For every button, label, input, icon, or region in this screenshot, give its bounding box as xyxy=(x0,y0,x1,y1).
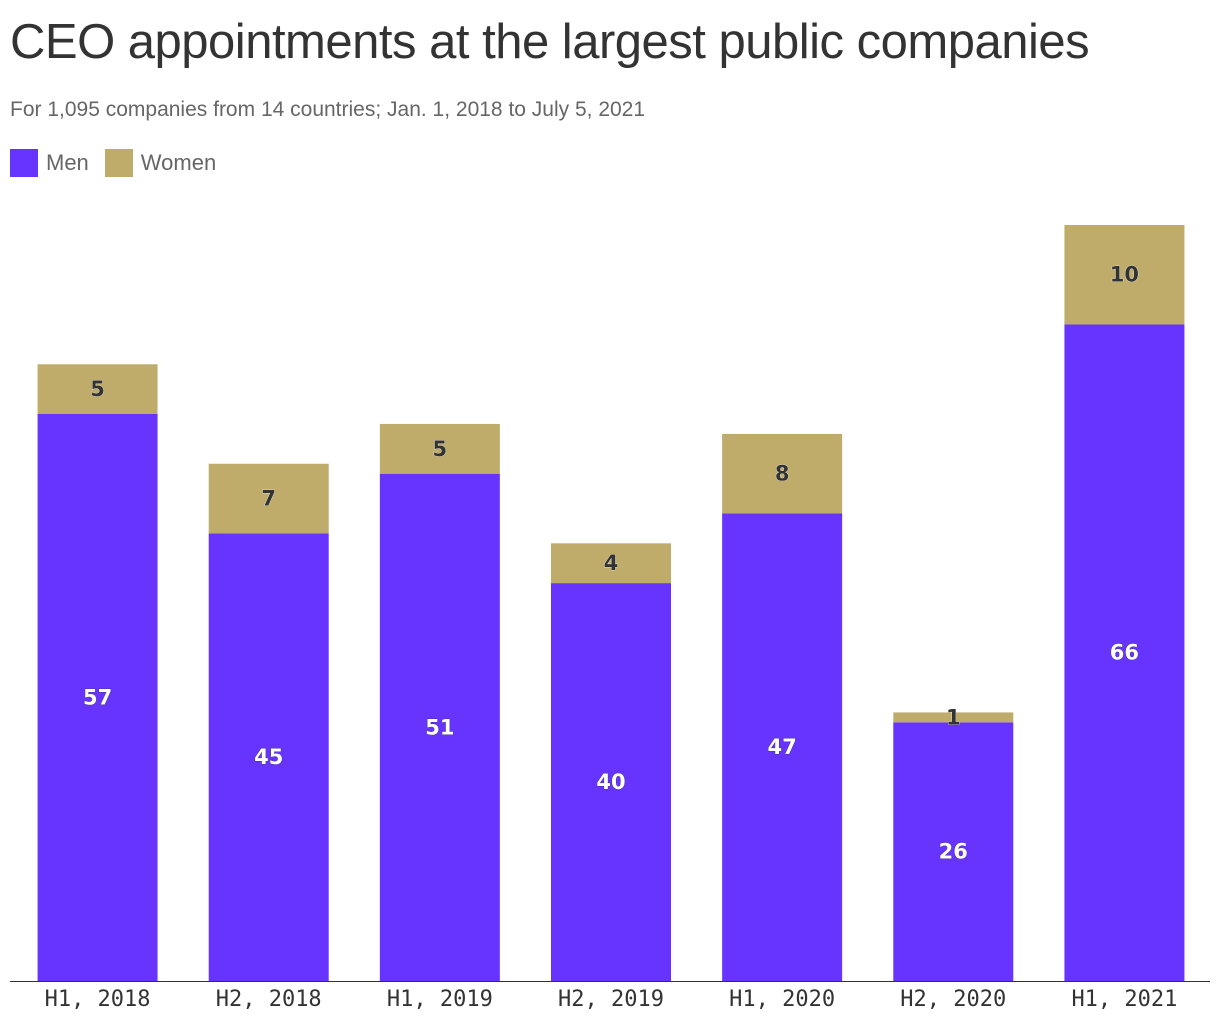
x-tick-label-h2-2019: H2, 2019 xyxy=(558,987,664,1012)
bar-women-h1-2020 xyxy=(722,433,843,514)
x-tick-label-h1-2021: H1, 2021 xyxy=(1071,987,1177,1012)
x-tick-label-h1-2020: H1, 2020 xyxy=(729,987,835,1012)
data-label-men-h1-2020: 47 xyxy=(768,735,797,759)
legend-label-women: Women xyxy=(140,150,217,175)
x-tick-label-h1-2018: H1, 2018 xyxy=(45,987,151,1012)
data-label-men-h1-2018: 57 xyxy=(83,686,112,710)
chart-subtitle: For 1,095 companies from 14 countries; J… xyxy=(10,98,646,121)
bar-women-h1-2021 xyxy=(1064,225,1185,325)
bar-group-h2-2018: 45 7 xyxy=(208,463,329,981)
data-label-women-h2-2018: 7 xyxy=(261,487,276,511)
data-label-women-h1-2019: 5 xyxy=(433,437,448,461)
bar-women-h1-2019 xyxy=(379,423,500,474)
data-label-women-h2-2020: 1 xyxy=(946,705,961,729)
bar-group-h1-2018: 57 5 xyxy=(37,364,158,981)
legend-swatch-women xyxy=(104,149,133,177)
bar-group-h2-2020: 26 1 xyxy=(893,705,1014,981)
bar-men-h1-2018 xyxy=(37,414,158,981)
bar-men-h2-2020 xyxy=(893,722,1014,981)
data-label-men-h1-2021: 66 xyxy=(1110,641,1139,665)
bar-group-h1-2019: 51 5 xyxy=(379,423,500,981)
bar-women-h2-2019 xyxy=(551,543,671,584)
x-tick-label-h2-2018: H2, 2018 xyxy=(216,987,322,1012)
legend-item-men: Men xyxy=(10,149,89,177)
bar-men-h2-2019 xyxy=(551,583,671,981)
bar-women-h1-2018 xyxy=(37,364,158,414)
x-tick-label-h2-2020: H2, 2020 xyxy=(900,987,1006,1012)
bar-men-h1-2020 xyxy=(722,513,843,981)
data-label-women-h2-2019: 4 xyxy=(604,551,619,575)
bar-men-h1-2019 xyxy=(379,473,500,981)
legend-item-women: Women xyxy=(104,149,217,177)
bar-group-h1-2020: 47 8 xyxy=(722,433,843,981)
bar-group-h1-2021: 66 10 xyxy=(1064,225,1185,981)
data-label-women-h1-2020: 8 xyxy=(775,462,790,486)
legend-swatch-men xyxy=(10,149,38,177)
bar-women-h2-2018 xyxy=(208,463,329,534)
x-tick-label-h1-2019: H1, 2019 xyxy=(387,987,493,1012)
bar-women-h2-2020 xyxy=(893,712,1014,723)
data-label-men-h2-2020: 26 xyxy=(939,840,968,864)
data-label-women-h1-2018: 5 xyxy=(90,377,105,401)
bar-men-h1-2021 xyxy=(1064,324,1185,981)
chart-title: CEO appointments at the largest public c… xyxy=(10,15,1090,69)
data-label-women-h1-2021: 10 xyxy=(1110,263,1139,287)
legend: Men Women xyxy=(10,149,232,177)
data-label-men-h2-2018: 45 xyxy=(254,745,283,769)
data-label-men-h1-2019: 51 xyxy=(425,715,454,739)
bar-men-h2-2018 xyxy=(208,533,329,981)
legend-label-men: Men xyxy=(46,150,89,175)
data-label-men-h2-2019: 40 xyxy=(596,770,625,794)
bar-group-h2-2019: 40 4 xyxy=(551,543,671,981)
